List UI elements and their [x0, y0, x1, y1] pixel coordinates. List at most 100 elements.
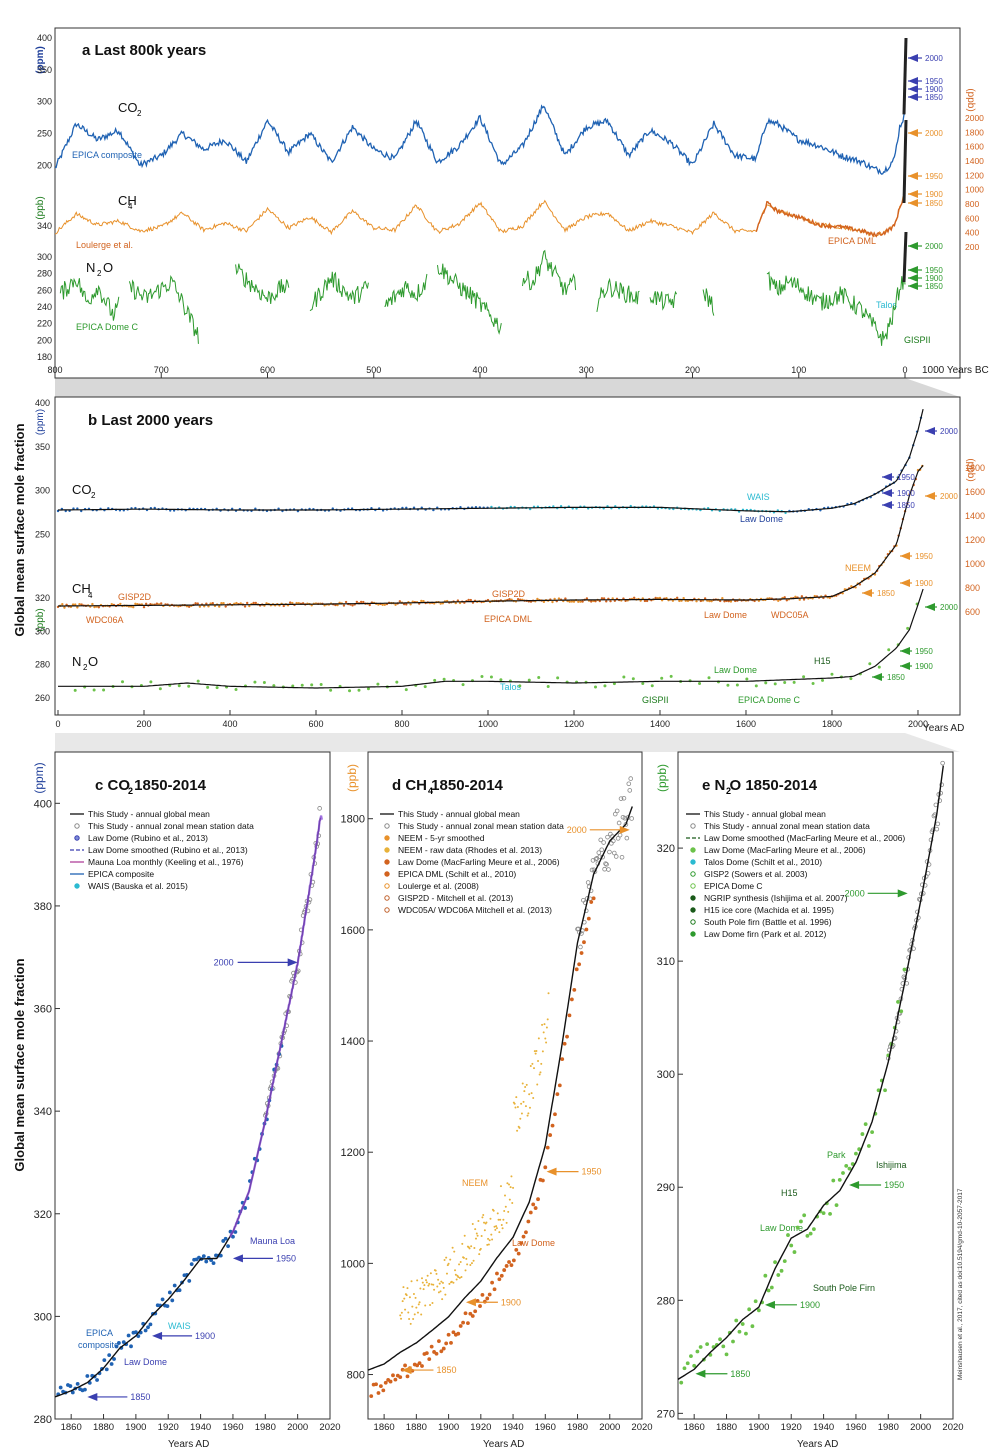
panel-b-ch4-point	[665, 596, 668, 600]
panel-d-neem-point	[512, 1186, 515, 1189]
panel-d-neem-point	[449, 1258, 452, 1261]
panel-b-ch4-point	[458, 601, 462, 605]
panel-b-n2o-point	[120, 680, 124, 684]
panel-a-xtick-label-600: 600	[260, 365, 275, 375]
panel-c-core-point	[243, 1206, 247, 1210]
panel-a-ch4r-tick-200: 200	[965, 242, 979, 252]
panel-d-neem-point	[415, 1306, 418, 1309]
panel-d-mean-line	[367, 806, 633, 1371]
panel-b-ch4-point	[850, 585, 853, 588]
panel-c-core-point	[148, 1322, 153, 1327]
panel-d-neem-point	[452, 1281, 455, 1284]
panel-d-core-point	[569, 997, 574, 1002]
panel-d-legend: This Study - annual global mean This Stud…	[380, 809, 564, 915]
panel-b-ch4-point	[142, 605, 146, 609]
panel-b-ch4-point	[611, 597, 614, 600]
panel-d-neem-point	[437, 1278, 440, 1281]
panel-d-core-point	[574, 967, 579, 972]
e-legend-item-0: This Study - annual global mean	[704, 809, 826, 819]
sub4-a-ch4: 4	[128, 202, 133, 211]
panel-e-core-point	[837, 1177, 842, 1182]
panel-d-neem-point	[464, 1269, 467, 1272]
panel-b-co2-point	[474, 505, 478, 509]
panel-d-core-point	[567, 1013, 572, 1018]
panel-d-station-point	[578, 944, 583, 950]
panel-d-xtick-label-2000: 2000	[599, 1422, 620, 1433]
panel-d-neem-point	[454, 1273, 457, 1276]
panel-c-xtick-label-1960: 1960	[222, 1422, 243, 1433]
panel-b-ch4-point	[654, 596, 657, 600]
panel-d-neem-point	[429, 1272, 432, 1275]
panel-a-xtick-label-100: 100	[791, 365, 806, 375]
panel-b-ch4-point	[368, 603, 371, 607]
panel-d-core-point	[376, 1391, 381, 1395]
panel-d-neem-point	[541, 1023, 544, 1026]
panel-d-neem-point	[496, 1212, 499, 1215]
panel-d-station-point	[602, 866, 607, 872]
panel-a-n2o-marker-1-label: 1950	[925, 266, 943, 275]
e-legend-swatch-7	[690, 895, 696, 901]
panel-d-neem-point	[511, 1201, 514, 1204]
e-legend-swatch-4	[690, 859, 696, 865]
panel-e-core-point	[747, 1307, 752, 1312]
panel-d-xtick-label-1940: 1940	[502, 1422, 523, 1433]
panel-c-xtick-label-1920: 1920	[158, 1422, 179, 1433]
panel-b-n2o-point	[783, 680, 787, 684]
panel-d-marker-1950-head	[546, 1167, 557, 1176]
panel-b-ch4-point	[205, 602, 208, 605]
panel-c-core-point	[226, 1244, 230, 1249]
panel-b-ch4-point	[589, 600, 593, 603]
panel-d-station-point	[615, 836, 621, 841]
panel-d-core-point	[524, 1230, 528, 1235]
panel-b-ch4-point	[800, 595, 804, 598]
panel-b-xtick-label-600: 600	[308, 719, 323, 729]
panel-a-n2o-marker-0-label: 2000	[925, 242, 943, 251]
panel-c-core-point	[85, 1374, 90, 1378]
panel-b-n2o-point	[773, 682, 777, 686]
panel-d-marker-1900-head	[465, 1298, 476, 1307]
panel-b-n2o-unit: (ppb)	[35, 608, 46, 631]
panel-a-n2o-tick-260: 260	[37, 285, 52, 295]
panel-d-core-point	[555, 1092, 560, 1097]
panel-b-co2-point	[370, 506, 373, 510]
panel-e-marker-2000-label: 2000	[845, 888, 865, 898]
panel-a-n2o-marker-2-label: 1900	[925, 274, 943, 283]
panel-b-n2o-point	[196, 679, 200, 683]
panel-b-ch4-point	[194, 602, 197, 605]
panel-d-neem-point	[460, 1276, 463, 1279]
panel-e-marker-1900-label: 1900	[800, 1300, 820, 1310]
panel-a-gispii: GISPII	[904, 335, 931, 345]
panel-e-core-point	[792, 1250, 797, 1254]
panel-b-ch4-point	[398, 600, 402, 603]
panel-c-core-point	[109, 1362, 114, 1366]
panel-b-co2-point	[405, 506, 408, 510]
panel-b-ch4-point	[585, 597, 589, 600]
panel-b-ch4-point	[727, 599, 730, 603]
panel-b-ch4-point	[508, 597, 511, 601]
d-legend-item-1: This Study - annual zonal mean station d…	[398, 821, 564, 831]
panel-d-neem-point	[477, 1220, 480, 1223]
panel-d-core-point	[381, 1388, 386, 1393]
panel-e-marker-1850-label: 1850	[730, 1369, 750, 1379]
panel-d-neem-point	[479, 1247, 482, 1250]
panel-b-n2o-point	[698, 682, 702, 686]
panel-d-core-point	[536, 1197, 540, 1202]
e-legend-item-10: Law Dome firn (Park et al. 2012)	[704, 929, 827, 939]
panel-e-station-point	[940, 760, 945, 766]
panel-a-xtick-label-0: 0	[902, 365, 907, 375]
panel-b-ch4-point	[132, 605, 135, 609]
panel-d-station-point	[592, 869, 598, 874]
panel-e-core-point	[682, 1366, 687, 1371]
panel-e-marker-1950-label: 1950	[884, 1180, 904, 1190]
panel-b-xtick-label-1800: 1800	[822, 719, 842, 729]
panel-b-ch4-point	[243, 605, 247, 608]
panel-e-core-point	[779, 1268, 784, 1273]
panel-d-core-point	[468, 1311, 473, 1316]
d-legend-swatch-1	[384, 823, 390, 829]
panel-b-ch4-point	[252, 601, 255, 605]
d-legend-item-7: GISP2D - Mitchell et al. (2013)	[398, 893, 513, 903]
panel-b-ch4-point	[222, 602, 225, 605]
panel-d-neem-point	[438, 1282, 441, 1285]
panel-a-ch4-marker-1-head	[908, 172, 918, 180]
panel-a-co2-marker-1-label: 1950	[925, 77, 943, 86]
